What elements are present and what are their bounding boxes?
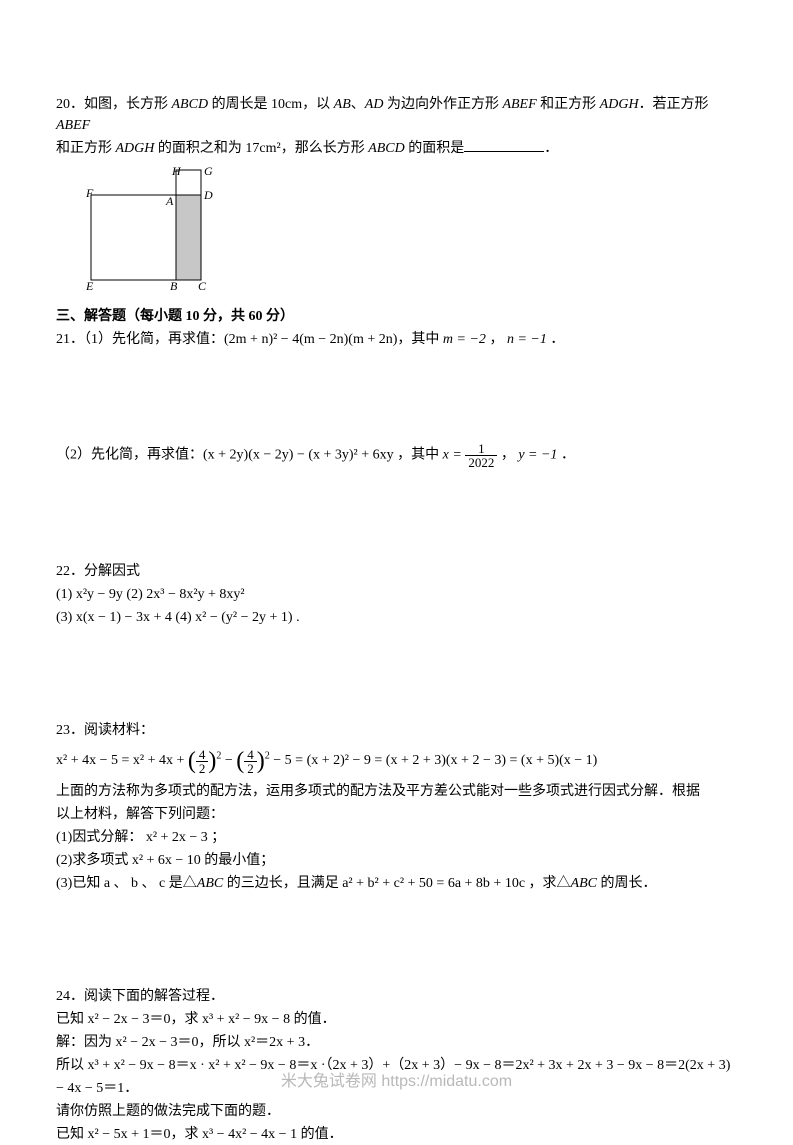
- q20-text: 和正方形: [56, 141, 116, 156]
- q23-sub3: (3)已知 a 、 b 、 c 是△ABC 的三边长，且满足 a² + b² +…: [56, 873, 737, 894]
- q20-text: ．若正方形: [639, 97, 709, 112]
- svg-text:E: E: [86, 279, 94, 293]
- q23-sub1: (1)因式分解： x² + 2x − 3 ；: [56, 827, 737, 848]
- eq-text: − 5 = (x + 2)² − 9 = (x + 2 + 3)(x + 2 −…: [270, 753, 598, 768]
- q21-x: x =: [443, 448, 466, 463]
- q24-line5: 请你仿照上题的做法完成下面的题．: [56, 1101, 737, 1122]
- svg-text:F: F: [86, 186, 94, 200]
- q23-text: (3)已知 a 、 b 、 c 是△: [56, 876, 197, 891]
- frac-num: 4: [244, 748, 257, 762]
- q22-line2: (3) x(x − 1) − 3x + 4 (4) x² − (y² − 2y …: [56, 607, 737, 628]
- frac-num: 4: [196, 748, 209, 762]
- q23-desc1: 上面的方法称为多项式的配方法，运用多项式的配方法及平方差公式能对一些多项式进行因…: [56, 781, 737, 802]
- q23-equation: x² + 4x − 5 = x² + 4x + (42)2 − (42)2 − …: [56, 743, 737, 779]
- q21-text: ．: [547, 332, 565, 347]
- svg-text:B: B: [170, 279, 178, 293]
- q20-adgh2: ADGH: [116, 141, 155, 156]
- svg-text:A: A: [165, 194, 174, 208]
- q21-text: 21．（1）先化简，再求值：: [56, 332, 224, 347]
- q20-text: 的面积是: [405, 141, 465, 156]
- svg-text:D: D: [203, 188, 213, 202]
- q24-line1: 已知 x² − 2x − 3＝0，求 x³ + x² − 9x − 8 的值．: [56, 1009, 737, 1030]
- eq-text: x² + 4x − 5 = x² + 4x +: [56, 753, 188, 768]
- q21-text: ，其中: [397, 332, 443, 347]
- q21-text: ，: [497, 448, 518, 463]
- lparen: (: [236, 748, 244, 774]
- q21-expr: (2m + n)² − 4(m − 2n)(m + 2n): [224, 332, 397, 347]
- frac-num: 1: [465, 442, 497, 456]
- q20-text: 的面积之和为 17cm²，那么长方形: [154, 141, 368, 156]
- q20-adgh: ADGH: [600, 97, 639, 112]
- q20-ab: AB: [334, 97, 351, 112]
- q20-abcd2: ABCD: [368, 141, 405, 156]
- geometry-figure-icon: H G F A D E B C: [86, 165, 226, 295]
- q20-text: ．: [544, 141, 558, 156]
- q20-text: 、: [351, 97, 365, 112]
- fraction: 42: [244, 748, 257, 775]
- q23-text: 的三边长，且满足: [223, 876, 342, 891]
- svg-text:G: G: [204, 165, 213, 178]
- svg-text:H: H: [171, 165, 182, 178]
- frac-den: 2: [196, 762, 209, 775]
- q20-abef2: ABEF: [56, 118, 90, 133]
- q20-diagram: H G F A D E B C: [86, 165, 737, 302]
- abc: ABC: [197, 876, 223, 891]
- q20-text: 20．如图，长方形: [56, 97, 172, 112]
- q23-text: 的周长．: [597, 876, 657, 891]
- watermark-text: 米大兔试卷网 https://midatu.com: [0, 1070, 793, 1094]
- frac-den: 2: [244, 762, 257, 775]
- workspace-gap: [56, 471, 737, 561]
- eq-text: −: [221, 753, 236, 768]
- q21-text: ．: [557, 448, 575, 463]
- q21-y: y = −1: [518, 448, 557, 463]
- q23-text: ，求△: [525, 876, 571, 891]
- frac-den: 2022: [465, 456, 497, 469]
- svg-text:C: C: [198, 279, 207, 293]
- q20-abef: ABEF: [502, 97, 536, 112]
- q20-text: 为边向外作正方形: [383, 97, 502, 112]
- q20-text: 和正方形: [537, 97, 600, 112]
- q21-part2: （2）先化简，再求值：(x + 2y)(x − 2y) − (x + 3y)² …: [56, 442, 737, 469]
- q20-line1: 20．如图，长方形 ABCD 的周长是 10cm，以 AB、AD 为边向外作正方…: [56, 94, 737, 136]
- lparen: (: [188, 748, 196, 774]
- q20-ad: AD: [365, 97, 384, 112]
- q21-text: ，: [486, 332, 507, 347]
- q21-text: （2）先化简，再求值：: [56, 448, 203, 463]
- workspace-gap: [56, 896, 737, 986]
- q24-title: 24．阅读下面的解答过程．: [56, 986, 737, 1007]
- expr-text: (2m + n)² − 4(m − 2n)(m + 2n): [224, 332, 397, 347]
- q22-line1: (1) x²y − 9y (2) 2x³ − 8x²y + 8xy²: [56, 584, 737, 605]
- workspace-gap: [56, 630, 737, 720]
- q20-abcd: ABCD: [172, 97, 209, 112]
- q21-m: m = −2: [443, 332, 486, 347]
- q23-title: 23．阅读材料：: [56, 720, 737, 741]
- q23-sub2: (2)求多项式 x² + 6x − 10 的最小值；: [56, 850, 737, 871]
- rparen: ): [257, 748, 265, 774]
- q24-line2: 解：因为 x² − 2x − 3＝0，所以 x²＝2x + 3．: [56, 1032, 737, 1053]
- fraction: 42: [196, 748, 209, 775]
- q20-line2: 和正方形 ADGH 的面积之和为 17cm²，那么长方形 ABCD 的面积是 ．: [56, 138, 737, 159]
- q20-text: 的周长是 10cm，以: [208, 97, 334, 112]
- abc: ABC: [571, 876, 597, 891]
- q21-expr2: (x + 2y)(x − 2y) − (x + 3y)² + 6xy: [203, 448, 394, 463]
- section3-title: 三、解答题（每小题 10 分，共 60 分）: [56, 306, 737, 327]
- q22-title: 22．分解因式: [56, 561, 737, 582]
- q21-part1: 21．（1）先化简，再求值：(2m + n)² − 4(m − 2n)(m + …: [56, 329, 737, 350]
- fraction: 12022: [465, 442, 497, 469]
- answer-blank[interactable]: [464, 138, 544, 152]
- q21-text: ，其中: [394, 448, 443, 463]
- q23-desc2: 以上材料，解答下列问题：: [56, 804, 737, 825]
- q23-expr: a² + b² + c² + 50 = 6a + 8b + 10c: [342, 876, 525, 891]
- q24-line6: 已知 x² − 5x + 1＝0，求 x³ − 4x² − 4x − 1 的值．: [56, 1124, 737, 1145]
- workspace-gap: [56, 352, 737, 442]
- q21-n: n = −1: [507, 332, 547, 347]
